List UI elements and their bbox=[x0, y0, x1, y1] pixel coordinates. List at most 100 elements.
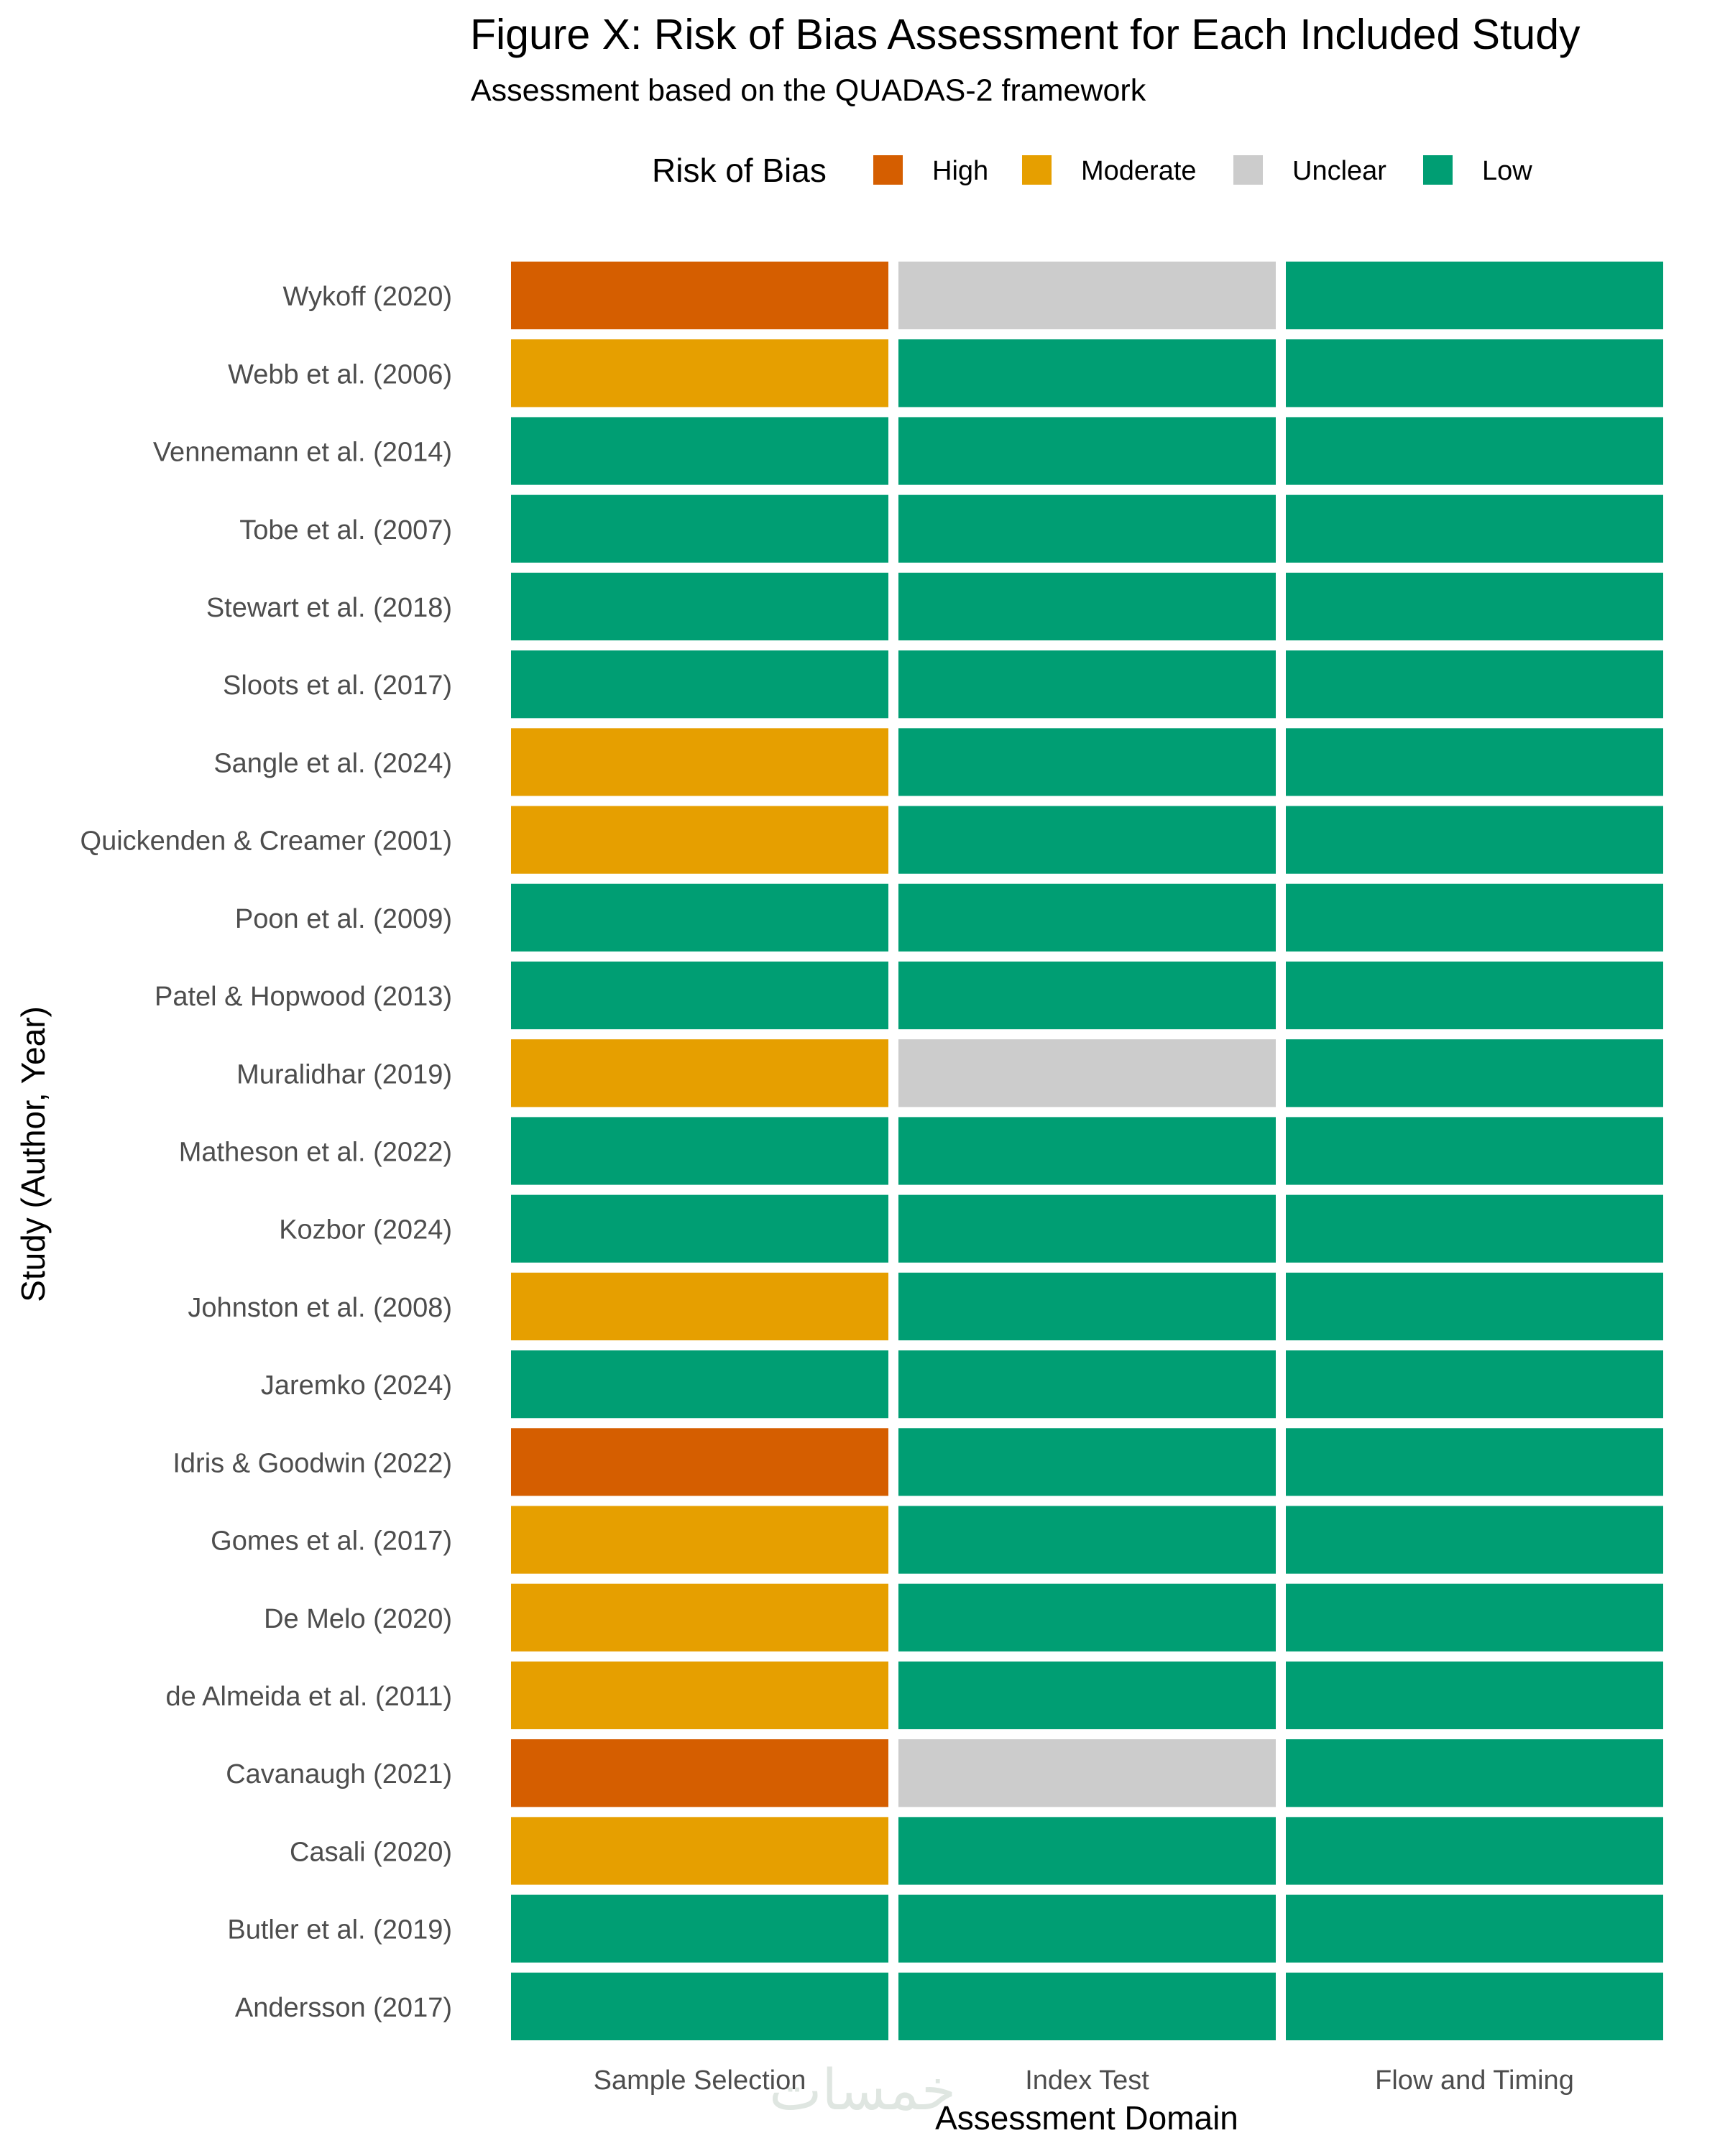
tile-poon-et-al-2009-sample-selection: Poon et al. (2009) — Sample Selection: L… bbox=[511, 883, 888, 952]
tile-muralidhar-2019-index-test: Muralidhar (2019) — Index Test: Unclear bbox=[898, 1039, 1276, 1107]
y-axis-title: Study (Author, Year) bbox=[14, 1006, 52, 1302]
tile-casali-2020-index-test: Casali (2020) — Index Test: Low bbox=[898, 1817, 1276, 1885]
y-tick-label: Muralidhar (2019) bbox=[236, 1059, 452, 1089]
tile-quickenden-creamer-2001-sample-selection: Quickenden & Creamer (2001) — Sample Sel… bbox=[511, 806, 888, 874]
tile-patel-hopwood-2013-index-test: Patel & Hopwood (2013) — Index Test: Low bbox=[898, 961, 1276, 1030]
tile-vennemann-et-al-2014-flow-and-timing: Vennemann et al. (2014) — Flow and Timin… bbox=[1286, 417, 1663, 485]
tile-butler-et-al-2019-index-test: Butler et al. (2019) — Index Test: Low bbox=[898, 1894, 1276, 1963]
tile-sangle-et-al-2024-flow-and-timing: Sangle et al. (2024) — Flow and Timing: … bbox=[1286, 728, 1663, 796]
y-tick-label: Poon et al. (2009) bbox=[235, 904, 452, 934]
tile-casali-2020-flow-and-timing: Casali (2020) — Flow and Timing: Low bbox=[1286, 1817, 1663, 1885]
tile-grid: Wykoff (2020) — Sample Selection: HighWy… bbox=[511, 262, 1663, 2040]
tile-tobe-et-al-2007-flow-and-timing: Tobe et al. (2007) — Flow and Timing: Lo… bbox=[1286, 494, 1663, 563]
y-tick-label: Kozbor (2024) bbox=[279, 1215, 452, 1245]
tile-wykoff-2020-sample-selection: Wykoff (2020) — Sample Selection: High bbox=[511, 262, 888, 330]
tile-matheson-et-al-2022-index-test: Matheson et al. (2022) — Index Test: Low bbox=[898, 1117, 1276, 1185]
tile-andersson-2017-flow-and-timing: Andersson (2017) — Flow and Timing: Low bbox=[1286, 1972, 1663, 2040]
y-tick-label: Andersson (2017) bbox=[235, 1993, 452, 2023]
legend-label-low: Low bbox=[1482, 156, 1532, 186]
tile-patel-hopwood-2013-flow-and-timing: Patel & Hopwood (2013) — Flow and Timing… bbox=[1286, 961, 1663, 1030]
tile-sloots-et-al-2017-index-test: Sloots et al. (2017) — Index Test: Low bbox=[898, 650, 1276, 719]
y-tick-label: Vennemann et al. (2014) bbox=[153, 438, 452, 468]
tile-cavanaugh-2021-index-test: Cavanaugh (2021) — Index Test: Unclear bbox=[898, 1739, 1276, 1807]
tile-de-melo-2020-index-test: De Melo (2020) — Index Test: Low bbox=[898, 1583, 1276, 1651]
y-tick-label: Patel & Hopwood (2013) bbox=[155, 982, 452, 1012]
tile-muralidhar-2019-flow-and-timing: Muralidhar (2019) — Flow and Timing: Low bbox=[1286, 1039, 1663, 1107]
y-tick-label: Webb et al. (2006) bbox=[228, 359, 452, 390]
chart-subtitle: Assessment based on the QUADAS-2 framewo… bbox=[471, 73, 1146, 108]
tile-matheson-et-al-2022-flow-and-timing: Matheson et al. (2022) — Flow and Timing… bbox=[1286, 1117, 1663, 1185]
legend-title: Risk of Bias bbox=[652, 152, 827, 189]
tile-sloots-et-al-2017-sample-selection: Sloots et al. (2017) — Sample Selection:… bbox=[511, 650, 888, 719]
tile-sangle-et-al-2024-index-test: Sangle et al. (2024) — Index Test: Low bbox=[898, 728, 1276, 796]
tile-gomes-et-al-2017-index-test: Gomes et al. (2017) — Index Test: Low bbox=[898, 1506, 1276, 1574]
y-tick-label: Casali (2020) bbox=[290, 1837, 452, 1867]
tile-webb-et-al-2006-flow-and-timing: Webb et al. (2006) — Flow and Timing: Lo… bbox=[1286, 339, 1663, 407]
tile-wykoff-2020-index-test: Wykoff (2020) — Index Test: Unclear bbox=[898, 262, 1276, 330]
x-axis-title: Assessment Domain bbox=[935, 2099, 1238, 2137]
y-tick-label: De Melo (2020) bbox=[264, 1604, 452, 1634]
tile-stewart-et-al-2018-sample-selection: Stewart et al. (2018) — Sample Selection… bbox=[511, 572, 888, 641]
y-tick-label: Butler et al. (2019) bbox=[227, 1915, 452, 1945]
y-tick-label: de Almeida et al. (2011) bbox=[165, 1682, 452, 1712]
tile-muralidhar-2019-sample-selection: Muralidhar (2019) — Sample Selection: Mo… bbox=[511, 1039, 888, 1107]
y-tick-label: Quickenden & Creamer (2001) bbox=[80, 826, 452, 857]
tile-quickenden-creamer-2001-index-test: Quickenden & Creamer (2001) — Index Test… bbox=[898, 806, 1276, 874]
tile-wykoff-2020-flow-and-timing: Wykoff (2020) — Flow and Timing: Low bbox=[1286, 262, 1663, 330]
y-tick-label: Tobe et al. (2007) bbox=[239, 515, 452, 545]
watermark: خمسات bbox=[769, 2058, 956, 2123]
tile-tobe-et-al-2007-sample-selection: Tobe et al. (2007) — Sample Selection: L… bbox=[511, 494, 888, 563]
tile-gomes-et-al-2017-sample-selection: Gomes et al. (2017) — Sample Selection: … bbox=[511, 1506, 888, 1574]
x-tick-label-flow-and-timing: Flow and Timing bbox=[1375, 2065, 1574, 2096]
tile-sangle-et-al-2024-sample-selection: Sangle et al. (2024) — Sample Selection:… bbox=[511, 728, 888, 796]
chart-title: Figure X: Risk of Bias Assessment for Ea… bbox=[470, 11, 1581, 58]
y-axis-ticks: Wykoff (2020) Webb et al. (2006) Vennemann… bbox=[80, 282, 452, 2023]
legend-swatch-moderate bbox=[1022, 155, 1052, 185]
legend-swatch-low bbox=[1423, 155, 1453, 185]
tile-casali-2020-sample-selection: Casali (2020) — Sample Selection: Modera… bbox=[511, 1817, 888, 1885]
tile-johnston-et-al-2008-flow-and-timing: Johnston et al. (2008) — Flow and Timing… bbox=[1286, 1272, 1663, 1341]
tile-patel-hopwood-2013-sample-selection: Patel & Hopwood (2013) — Sample Selectio… bbox=[511, 961, 888, 1030]
tile-kozbor-2024-flow-and-timing: Kozbor (2024) — Flow and Timing: Low bbox=[1286, 1194, 1663, 1263]
legend-label-unclear: Unclear bbox=[1292, 156, 1386, 186]
y-tick-label: Wykoff (2020) bbox=[283, 282, 453, 312]
tile-webb-et-al-2006-sample-selection: Webb et al. (2006) — Sample Selection: M… bbox=[511, 339, 888, 407]
legend: Risk of Bias High Moderate Unclear Low bbox=[652, 152, 1532, 189]
tile-cavanaugh-2021-flow-and-timing: Cavanaugh (2021) — Flow and Timing: Low bbox=[1286, 1739, 1663, 1807]
tile-tobe-et-al-2007-index-test: Tobe et al. (2007) — Index Test: Low bbox=[898, 494, 1276, 563]
tile-idris-goodwin-2022-flow-and-timing: Idris & Goodwin (2022) — Flow and Timing… bbox=[1286, 1428, 1663, 1496]
tile-butler-et-al-2019-sample-selection: Butler et al. (2019) — Sample Selection:… bbox=[511, 1894, 888, 1963]
y-tick-label: Sloots et al. (2017) bbox=[223, 671, 452, 701]
x-tick-label-index-test: Index Test bbox=[1025, 2065, 1149, 2096]
tile-johnston-et-al-2008-sample-selection: Johnston et al. (2008) — Sample Selectio… bbox=[511, 1272, 888, 1341]
tile-jaremko-2024-index-test: Jaremko (2024) — Index Test: Low bbox=[898, 1350, 1276, 1419]
y-tick-label: Idris & Goodwin (2022) bbox=[172, 1448, 452, 1478]
tile-poon-et-al-2009-index-test: Poon et al. (2009) — Index Test: Low bbox=[898, 883, 1276, 952]
y-tick-label: Sangle et al. (2024) bbox=[213, 748, 452, 778]
tile-stewart-et-al-2018-flow-and-timing: Stewart et al. (2018) — Flow and Timing:… bbox=[1286, 572, 1663, 641]
tile-poon-et-al-2009-flow-and-timing: Poon et al. (2009) — Flow and Timing: Lo… bbox=[1286, 883, 1663, 952]
tile-andersson-2017-index-test: Andersson (2017) — Index Test: Low bbox=[898, 1972, 1276, 2040]
tile-johnston-et-al-2008-index-test: Johnston et al. (2008) — Index Test: Low bbox=[898, 1272, 1276, 1341]
x-axis-ticks: Sample Selection Index Test Flow and Timin… bbox=[594, 2065, 1574, 2096]
y-tick-label: Matheson et al. (2022) bbox=[179, 1138, 452, 1168]
tile-idris-goodwin-2022-index-test: Idris & Goodwin (2022) — Index Test: Low bbox=[898, 1428, 1276, 1496]
tile-de-almeida-et-al-2011-sample-selection: de Almeida et al. (2011) — Sample Select… bbox=[511, 1661, 888, 1730]
legend-label-high: High bbox=[932, 156, 988, 186]
tile-andersson-2017-sample-selection: Andersson (2017) — Sample Selection: Low bbox=[511, 1972, 888, 2040]
y-tick-label: Cavanaugh (2021) bbox=[226, 1759, 452, 1789]
legend-swatch-unclear bbox=[1233, 155, 1263, 185]
tile-butler-et-al-2019-flow-and-timing: Butler et al. (2019) — Flow and Timing: … bbox=[1286, 1894, 1663, 1963]
tile-de-melo-2020-sample-selection: De Melo (2020) — Sample Selection: Moder… bbox=[511, 1583, 888, 1651]
tile-de-almeida-et-al-2011-index-test: de Almeida et al. (2011) — Index Test: L… bbox=[898, 1661, 1276, 1730]
tile-webb-et-al-2006-index-test: Webb et al. (2006) — Index Test: Low bbox=[898, 339, 1276, 407]
y-tick-label: Gomes et al. (2017) bbox=[211, 1526, 452, 1557]
y-tick-label: Johnston et al. (2008) bbox=[188, 1293, 452, 1323]
x-tick-label-sample-selection: Sample Selection bbox=[594, 2065, 806, 2096]
tile-kozbor-2024-sample-selection: Kozbor (2024) — Sample Selection: Low bbox=[511, 1194, 888, 1263]
y-tick-label: Jaremko (2024) bbox=[261, 1370, 452, 1401]
tile-quickenden-creamer-2001-flow-and-timing: Quickenden & Creamer (2001) — Flow and T… bbox=[1286, 806, 1663, 874]
tile-jaremko-2024-sample-selection: Jaremko (2024) — Sample Selection: Low bbox=[511, 1350, 888, 1419]
tile-jaremko-2024-flow-and-timing: Jaremko (2024) — Flow and Timing: Low bbox=[1286, 1350, 1663, 1419]
